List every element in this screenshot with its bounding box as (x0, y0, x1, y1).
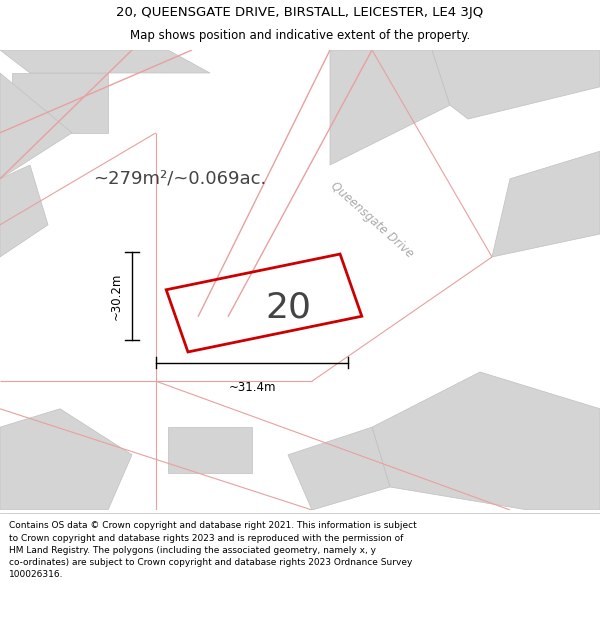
Polygon shape (168, 428, 252, 473)
Polygon shape (0, 165, 48, 257)
Polygon shape (330, 50, 450, 165)
Text: ~30.2m: ~30.2m (110, 272, 123, 320)
Polygon shape (0, 50, 210, 73)
Text: 20: 20 (265, 291, 311, 324)
Polygon shape (492, 151, 600, 257)
Text: ~31.4m: ~31.4m (228, 381, 276, 394)
Polygon shape (0, 73, 72, 179)
Polygon shape (0, 409, 132, 510)
Text: 20, QUEENSGATE DRIVE, BIRSTALL, LEICESTER, LE4 3JQ: 20, QUEENSGATE DRIVE, BIRSTALL, LEICESTE… (116, 6, 484, 19)
Text: Queensgate Drive: Queensgate Drive (328, 180, 416, 261)
Polygon shape (12, 73, 108, 132)
Text: ~279m²/~0.069ac.: ~279m²/~0.069ac. (94, 170, 266, 187)
Text: Contains OS data © Crown copyright and database right 2021. This information is : Contains OS data © Crown copyright and d… (9, 521, 417, 579)
Polygon shape (288, 428, 390, 510)
Text: Map shows position and indicative extent of the property.: Map shows position and indicative extent… (130, 29, 470, 42)
Polygon shape (372, 372, 600, 510)
Polygon shape (432, 50, 600, 119)
